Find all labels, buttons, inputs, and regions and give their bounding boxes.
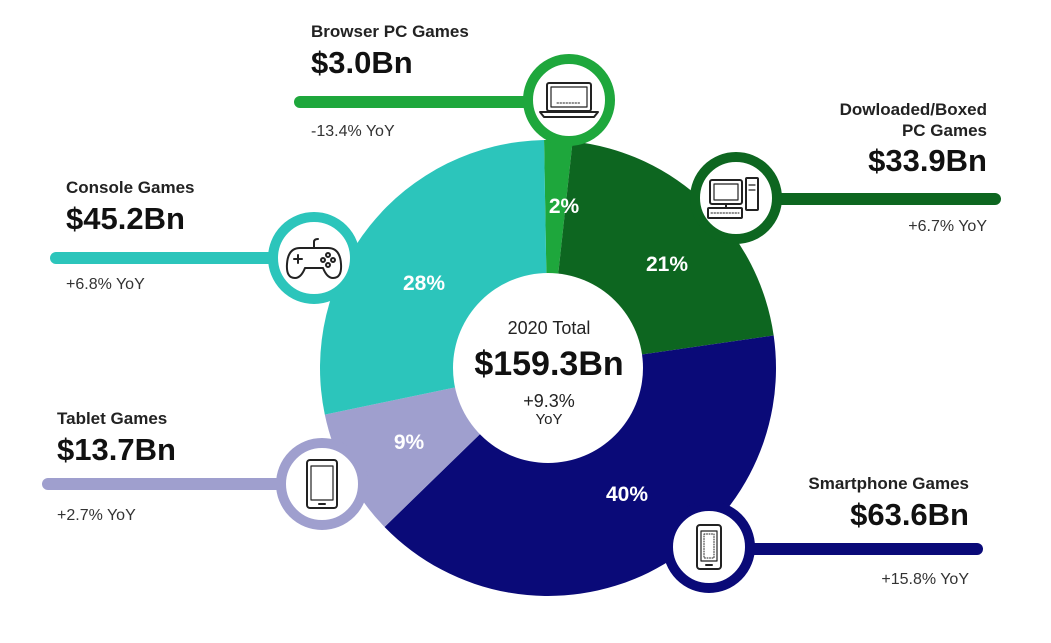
category-value-console: $45.2Bn [66, 200, 185, 236]
laptop-icon [523, 54, 615, 146]
tablet-icon [276, 438, 368, 530]
category-value-tablet: $13.7Bn [57, 431, 176, 467]
slice-label-smartphone: 40% [605, 483, 649, 506]
legend-console: Console Games $45.2Bn [66, 178, 195, 236]
category-yoy-browser: -13.4% YoY [311, 123, 395, 140]
center-total-value: $159.3Bn [474, 345, 624, 383]
slice-label-downloaded: 21% [645, 253, 689, 276]
category-yoy-console: +6.8% YoY [66, 276, 145, 293]
category-name-downloaded-line1: Dowloaded/Boxed [839, 100, 987, 119]
gamepad-icon [268, 212, 360, 304]
category-value-smartphone: $63.6Bn [850, 496, 969, 532]
desktop-computer-icon [690, 152, 782, 244]
slice-label-browser: 2% [548, 195, 580, 218]
slice-label-tablet: 9% [393, 431, 425, 454]
category-name-console: Console Games [66, 178, 195, 197]
center-total-yoy: +9.3% YoY [449, 391, 649, 428]
legend-downloaded: Dowloaded/Boxed PC Games $33.9Bn [780, 100, 987, 179]
legend-tablet: Tablet Games $13.7Bn [57, 409, 176, 467]
legend-browser: Browser PC Games $3.0Bn [311, 22, 469, 80]
slice-label-console: 28% [402, 272, 446, 295]
category-name-browser: Browser PC Games [311, 22, 469, 41]
center-hole [453, 273, 643, 463]
category-yoy-tablet: +2.7% YoY [57, 507, 136, 524]
center-total-label: 2020 Total [507, 318, 591, 338]
category-yoy-smartphone: +15.8% YoY [881, 571, 969, 588]
category-value-downloaded: $33.9Bn [868, 143, 987, 179]
category-yoy-downloaded: +6.7% YoY [908, 218, 987, 235]
category-icons [268, 54, 782, 593]
smartphone-icon [663, 501, 755, 593]
category-value-browser: $3.0Bn [311, 44, 413, 80]
legend-smartphone: Smartphone Games $63.6Bn [760, 474, 969, 532]
center-yoy-suffix: YoY [535, 410, 563, 428]
category-name-smartphone: Smartphone Games [808, 474, 969, 493]
center-yoy-percent: +9.3% [523, 391, 575, 411]
category-name-downloaded-line2: PC Games [901, 120, 987, 140]
category-name-tablet: Tablet Games [57, 409, 168, 428]
